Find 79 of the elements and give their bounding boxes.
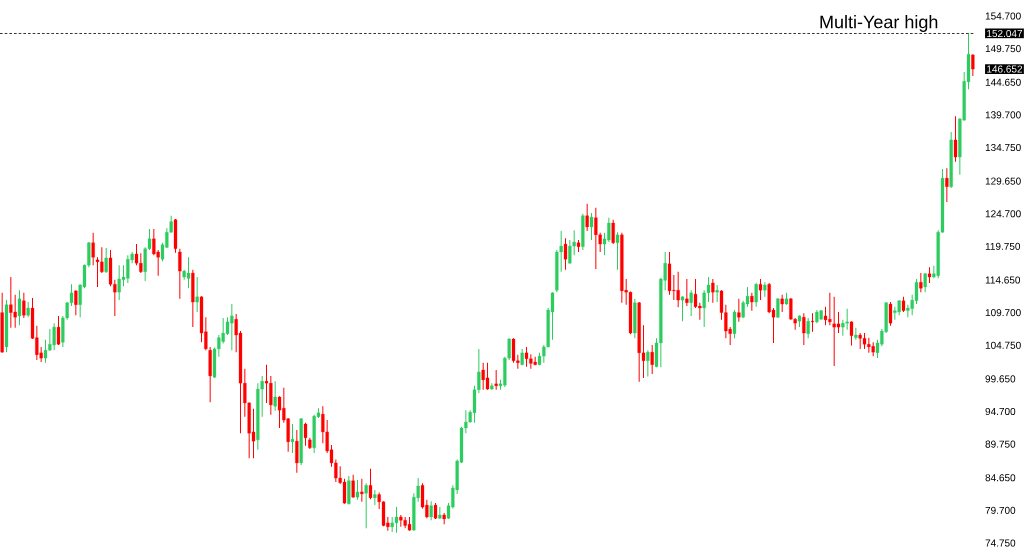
candlestick — [594, 207, 598, 270]
candlestick — [364, 482, 368, 529]
y-tick-label: 129.650 — [985, 177, 1021, 185]
candlestick — [615, 231, 620, 271]
y-tick-label: 119.750 — [985, 242, 1021, 250]
candlestick — [689, 289, 693, 317]
candlestick — [646, 349, 650, 378]
candlestick — [711, 278, 715, 304]
candlestick — [290, 423, 295, 454]
candlestick — [52, 322, 56, 351]
candlestick — [351, 474, 355, 499]
candlestick — [836, 311, 841, 334]
candlestick — [923, 272, 927, 293]
y-tick-label: 104.750 — [985, 341, 1021, 349]
y-tick-label: 154.700 — [985, 12, 1021, 20]
candlestick — [945, 167, 949, 203]
candlestick — [494, 369, 498, 391]
candlestick — [845, 308, 849, 331]
candlestick — [953, 115, 958, 163]
candlestick — [789, 297, 793, 321]
y-tick-label: 124.700 — [985, 210, 1021, 218]
candlestick — [806, 317, 810, 339]
candlestick — [429, 500, 433, 521]
y-tick-label: 94.700 — [985, 407, 1016, 416]
candlestick — [9, 276, 13, 329]
candlestick — [754, 282, 758, 308]
candlestick — [568, 239, 572, 265]
candlestick — [17, 289, 22, 326]
candlestick — [22, 292, 26, 319]
candlestick — [186, 256, 191, 289]
candlestick — [74, 289, 78, 316]
candlestick — [758, 278, 763, 301]
y-tick-label: 89.750 — [985, 440, 1016, 448]
candlestick — [810, 312, 815, 333]
y-tick-label: 74.750 — [985, 539, 1016, 547]
candlestick — [56, 315, 61, 346]
candlestick — [888, 301, 893, 327]
candlestick — [589, 212, 594, 241]
candlestick — [737, 298, 741, 323]
candlestick — [368, 468, 373, 500]
y-tick-label: 114.650 — [985, 276, 1021, 284]
candlestick — [676, 271, 680, 308]
candlestick — [685, 278, 689, 307]
candlestick — [971, 53, 975, 77]
candlestick — [919, 272, 923, 293]
candlestick — [273, 380, 277, 412]
candlestick — [152, 228, 156, 256]
y-tick-label: 139.700 — [985, 111, 1021, 119]
candlestick — [524, 346, 529, 368]
candlestick — [195, 276, 199, 313]
y-tick-label: 99.650 — [985, 375, 1016, 383]
candlestick — [732, 309, 737, 339]
candlestick — [563, 237, 568, 271]
candlestick — [776, 297, 780, 319]
y-tick-label: 149.750 — [985, 45, 1021, 53]
candlestick — [802, 312, 806, 346]
candlestick — [849, 320, 854, 347]
candlestick — [485, 362, 490, 391]
candlestick — [611, 219, 615, 245]
candlestick — [360, 478, 364, 503]
candlestick — [585, 203, 589, 232]
candlestick — [394, 506, 399, 534]
y-tick-label: 109.700 — [985, 309, 1021, 317]
candlestick — [43, 339, 48, 364]
y-tick-label: 84.650 — [985, 474, 1016, 482]
candlestick — [178, 248, 182, 300]
candlestick — [104, 247, 108, 274]
y-tick-label: 152.047 — [987, 29, 1023, 38]
candlestick — [295, 429, 299, 474]
candlestick — [680, 295, 685, 322]
y-tick-label: 134.750 — [985, 143, 1021, 152]
y-tick-label: 79.700 — [985, 506, 1016, 514]
candlestick — [650, 344, 654, 375]
ref-line-label: Multi-Year high — [820, 15, 938, 32]
y-tick-label: 144.650 — [985, 78, 1021, 86]
y-tick-label: 146.652 — [987, 65, 1023, 73]
candlestick — [355, 479, 360, 501]
candlestick — [347, 475, 351, 505]
candlestick — [13, 294, 17, 329]
